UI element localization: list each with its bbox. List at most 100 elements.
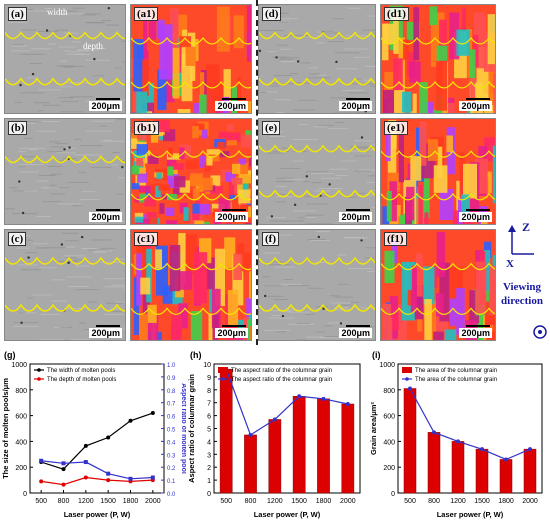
y2-tick-label: 0.9 bbox=[167, 376, 176, 382]
scale-bar bbox=[346, 325, 370, 327]
bar bbox=[500, 459, 512, 493]
x-tick-label: 500 bbox=[404, 498, 416, 505]
data-point bbox=[322, 397, 326, 401]
x-tick-label: 1200 bbox=[450, 498, 466, 505]
y2-tick-label: 0.5 bbox=[167, 428, 176, 434]
x-tick-label: 500 bbox=[220, 498, 232, 505]
x-tick-label: 1800 bbox=[123, 498, 139, 505]
data-point bbox=[106, 472, 110, 476]
x-tick-label: 800 bbox=[245, 498, 257, 505]
plot-frame bbox=[398, 364, 542, 493]
ebsd-map-1: (a1) 200μm bbox=[130, 4, 252, 114]
series-line bbox=[41, 413, 153, 469]
optical-micrograph-8: (c) 200μm bbox=[4, 229, 126, 341]
y2-tick-label: 0.2 bbox=[167, 466, 176, 472]
scale-label: 200μm bbox=[89, 212, 122, 222]
chart-panel-label: (g) bbox=[4, 350, 16, 360]
orientation-legend: Z X Viewing direction bbox=[500, 222, 550, 342]
ebsd-map-5: (b1) 200μm bbox=[130, 118, 252, 225]
depth-annotation: depth bbox=[83, 41, 103, 51]
data-point bbox=[504, 457, 508, 461]
y-tick-label: 600 bbox=[383, 414, 395, 421]
scale-label: 200μm bbox=[215, 328, 248, 338]
bar bbox=[244, 435, 256, 493]
panel-label: (a1) bbox=[134, 7, 158, 21]
plot-frame bbox=[214, 364, 360, 493]
y-tick-label: 1 bbox=[207, 478, 211, 485]
panel-divider bbox=[256, 0, 258, 345]
scale-label: 200μm bbox=[215, 101, 248, 111]
scale-label: 200μm bbox=[215, 212, 248, 222]
y-tick-label: 5 bbox=[207, 427, 211, 434]
optical-micrograph-4: (b)200μm bbox=[4, 118, 126, 225]
bar bbox=[269, 419, 281, 493]
ebsd-map-7: (e1) 200μm bbox=[380, 118, 496, 225]
x-tick-label: 1200 bbox=[267, 498, 283, 505]
optical-micrograph-10: (f) 200μm bbox=[258, 229, 376, 341]
y-axis-label: The size of molten pools/μm bbox=[1, 378, 10, 479]
y2-tick-label: 0.7 bbox=[167, 402, 176, 408]
y-tick-label: 0 bbox=[391, 491, 395, 498]
scale-label: 200μm bbox=[89, 328, 122, 338]
z-axis-label: Z bbox=[522, 220, 530, 235]
panel-label: (e1) bbox=[384, 121, 408, 135]
ebsd-map-3: (d1)200μm bbox=[380, 4, 496, 114]
data-point bbox=[39, 479, 43, 483]
bar bbox=[428, 432, 440, 493]
scale-label: 200μm bbox=[459, 212, 492, 222]
data-point bbox=[151, 476, 155, 480]
chart-panel-label: (i) bbox=[372, 350, 381, 360]
data-point bbox=[62, 483, 66, 487]
y-tick-label: 10 bbox=[203, 362, 211, 369]
y-tick-label: 1000 bbox=[11, 362, 27, 369]
data-point bbox=[249, 433, 253, 437]
panel-label: (c) bbox=[8, 232, 26, 246]
x-tick-label: 1200 bbox=[78, 498, 94, 505]
scale-bar bbox=[346, 98, 370, 100]
scale-bar bbox=[96, 98, 120, 100]
data-point bbox=[408, 387, 412, 391]
x-tick-label: 800 bbox=[58, 498, 70, 505]
scale-label: 200μm bbox=[339, 328, 372, 338]
chart-panel-label: (h) bbox=[190, 350, 202, 360]
data-point bbox=[106, 436, 110, 440]
x-tick-label: 1800 bbox=[316, 498, 332, 505]
optical-micrograph-6: (e)200μm bbox=[258, 118, 376, 225]
bar bbox=[220, 369, 232, 493]
x-tick-label: 2000 bbox=[340, 498, 356, 505]
y-tick-label: 4 bbox=[207, 439, 211, 446]
scale-label: 200μm bbox=[459, 101, 492, 111]
x-axis-label: X bbox=[506, 258, 514, 270]
y-axis-label: Grain area/μm² bbox=[369, 402, 378, 455]
scale-bar bbox=[466, 98, 490, 100]
data-point bbox=[84, 476, 88, 480]
legend-marker bbox=[37, 377, 41, 381]
y2-tick-label: 1.0 bbox=[167, 363, 176, 369]
scale-bar bbox=[222, 209, 246, 211]
x-axis-label: Laser power (P, W) bbox=[254, 510, 321, 519]
data-point bbox=[297, 394, 301, 398]
y-tick-label: 800 bbox=[383, 388, 395, 395]
scale-label: 200μm bbox=[459, 328, 492, 338]
data-point bbox=[62, 467, 66, 471]
y-tick-label: 200 bbox=[15, 465, 27, 472]
y-tick-label: 7 bbox=[207, 401, 211, 408]
panel-label: (f) bbox=[262, 232, 279, 246]
x-axis-label: Laser power (P, W) bbox=[64, 510, 131, 519]
legend-marker bbox=[221, 377, 225, 381]
bar bbox=[476, 449, 488, 493]
scale-bar bbox=[96, 209, 120, 211]
legend-swatch bbox=[218, 367, 228, 373]
y-tick-label: 0 bbox=[23, 491, 27, 498]
x-axis-label: Laser power (P, W) bbox=[437, 510, 504, 519]
series-line bbox=[41, 461, 153, 479]
x-tick-label: 800 bbox=[428, 498, 440, 505]
panel-label: (b1) bbox=[134, 121, 159, 135]
scale-label: 200μm bbox=[89, 101, 122, 111]
bar bbox=[452, 441, 464, 493]
y-tick-label: 9 bbox=[207, 375, 211, 382]
